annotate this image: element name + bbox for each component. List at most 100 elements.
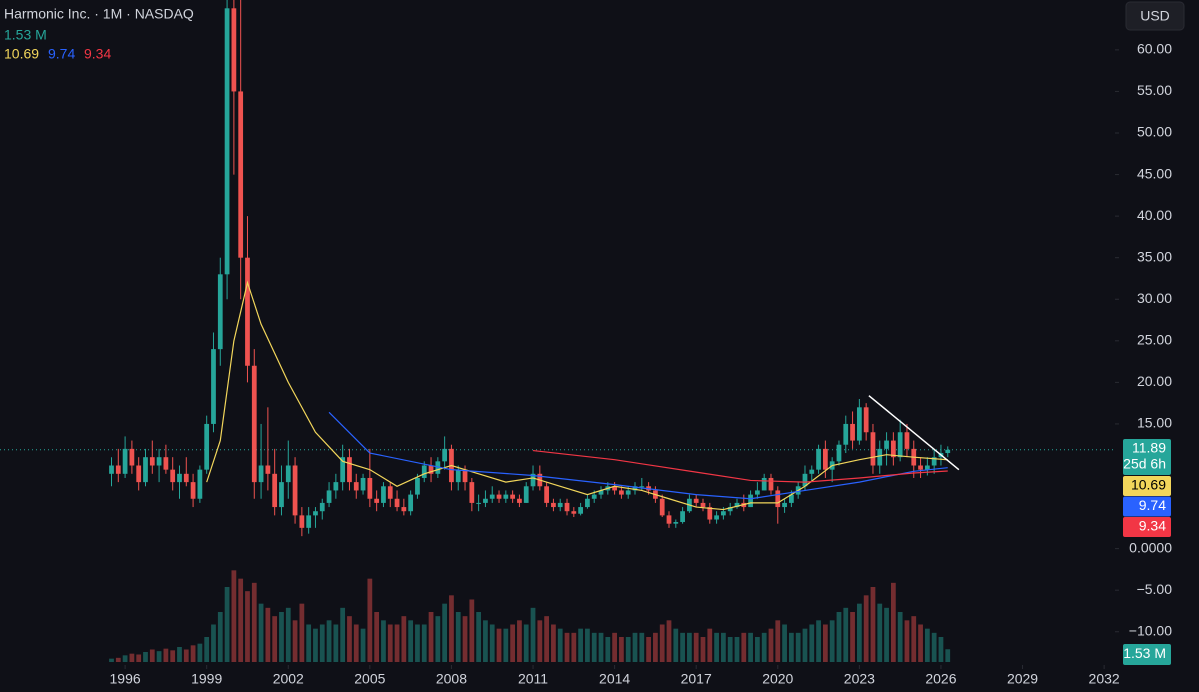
volume-bar xyxy=(551,624,556,662)
volume-bar xyxy=(170,650,176,662)
candle-body xyxy=(394,498,400,508)
candle-body xyxy=(340,457,346,483)
x-tick-label: 2020 xyxy=(762,671,793,687)
volume-bar xyxy=(877,603,883,662)
volume-bar xyxy=(421,624,427,662)
volume-bar xyxy=(530,607,536,662)
volume-bar xyxy=(360,628,366,662)
candle-body xyxy=(523,486,529,503)
candle-body xyxy=(721,511,726,516)
x-tick-label: 2023 xyxy=(844,671,875,687)
volume-bar xyxy=(653,632,658,662)
candle-body xyxy=(129,448,135,466)
x-tick-label: 2026 xyxy=(925,671,956,687)
candle-body xyxy=(272,473,278,508)
x-tick-label: 1999 xyxy=(191,671,222,687)
candle-body xyxy=(884,440,889,449)
x-tick-label: 2017 xyxy=(681,671,712,687)
volume-bar xyxy=(707,628,713,662)
candle-body xyxy=(231,8,237,92)
candle-body xyxy=(863,407,869,433)
candle-body xyxy=(347,457,352,483)
volume-bar xyxy=(109,658,114,662)
candle-body xyxy=(245,257,250,366)
volume-bar xyxy=(258,603,264,662)
volume-bar xyxy=(775,620,781,662)
volume-bar xyxy=(598,632,604,662)
volume-bar xyxy=(938,637,944,662)
candle-body xyxy=(598,490,604,495)
candle-body xyxy=(211,349,216,424)
candle-body xyxy=(258,465,264,483)
currency-button[interactable] xyxy=(1125,1,1185,31)
volume-bar xyxy=(734,637,740,662)
candle-body xyxy=(897,432,903,458)
y-tick-label: 55.00 xyxy=(1137,82,1172,98)
ma-price-box xyxy=(1123,476,1171,496)
candle-body xyxy=(639,486,645,488)
volume-bar xyxy=(190,645,196,662)
volume-bar xyxy=(795,632,801,662)
volume-bar xyxy=(326,620,332,662)
volume-bar xyxy=(143,652,148,662)
last-price-label: 11.89 xyxy=(1132,440,1166,456)
volume-bar xyxy=(510,624,516,662)
volume-bar xyxy=(856,603,862,662)
volume-bar xyxy=(319,624,325,662)
volume-bar xyxy=(843,607,849,662)
volume-bar xyxy=(442,603,448,662)
candle-body xyxy=(149,457,155,466)
candle-body xyxy=(843,423,849,445)
volume-bar xyxy=(911,616,917,662)
volume-bar xyxy=(394,624,400,662)
volume-bar xyxy=(578,628,583,662)
candle-body xyxy=(251,365,257,483)
volume-bar xyxy=(897,612,903,662)
volume-bar xyxy=(666,620,672,662)
currency[interactable]: USD xyxy=(1140,8,1170,24)
candle-body xyxy=(136,465,142,483)
ma-legend: 9.74 xyxy=(48,46,75,62)
volume-bar xyxy=(700,637,706,662)
volume-bar xyxy=(476,612,482,662)
volume-bar xyxy=(272,616,278,662)
volume-bar xyxy=(564,632,570,662)
volume-bar xyxy=(217,612,223,662)
plot-area xyxy=(0,0,1115,662)
candle-body xyxy=(782,502,787,508)
candle-body xyxy=(217,274,223,350)
volume-bar xyxy=(503,628,509,662)
candle-body xyxy=(190,482,196,499)
candle-body xyxy=(564,502,570,512)
candle-body xyxy=(415,477,420,495)
candle-body xyxy=(904,432,910,449)
y-tick-label: 60.00 xyxy=(1137,41,1172,57)
volume-bar xyxy=(367,578,373,662)
candle-body xyxy=(367,477,373,499)
chart-title: Harmonic Inc. · 1M · NASDAQ xyxy=(4,6,194,22)
candle-body xyxy=(612,486,617,491)
volume-bar xyxy=(129,653,135,662)
candle-body xyxy=(659,498,665,516)
y-tick-label: 30.00 xyxy=(1137,290,1172,306)
candle-body xyxy=(788,494,794,503)
last-price-box xyxy=(1123,439,1171,475)
candle-body xyxy=(313,511,318,516)
volume-bar xyxy=(788,632,794,662)
candle-body xyxy=(435,461,441,474)
y-tick-label: −5.00 xyxy=(1137,581,1173,597)
candle-body xyxy=(809,469,815,474)
candle-body xyxy=(469,482,475,503)
candle-body xyxy=(204,423,210,470)
volume-bar xyxy=(591,632,597,662)
volume-bar xyxy=(428,612,434,662)
ma-price-label: 10.69 xyxy=(1131,477,1166,493)
candle-body xyxy=(319,502,325,512)
ma-price-label: 9.34 xyxy=(1139,518,1166,534)
candle-body xyxy=(224,8,230,275)
volume-bar xyxy=(483,620,488,662)
ma-legend: 10.69 xyxy=(4,46,39,62)
volume-bar xyxy=(401,616,407,662)
y-tick-label: 0.0000 xyxy=(1129,539,1172,555)
volume-bar xyxy=(768,628,774,662)
